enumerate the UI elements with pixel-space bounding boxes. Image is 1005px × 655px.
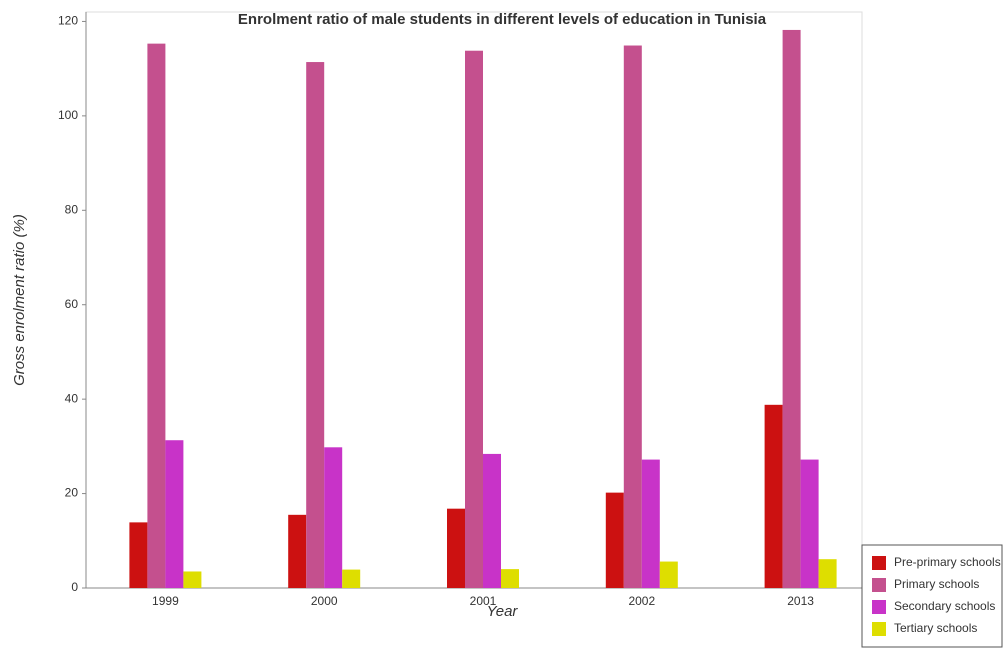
bar <box>447 508 465 588</box>
legend-swatch <box>872 622 886 636</box>
bar <box>183 571 202 588</box>
y-tick-label: 0 <box>71 580 78 594</box>
legend-label: Tertiary schools <box>894 621 977 635</box>
bar <box>306 62 325 589</box>
bar <box>659 561 678 588</box>
y-tick-label: 60 <box>65 297 79 311</box>
bar <box>165 440 184 588</box>
bar <box>288 514 307 588</box>
y-tick-label: 120 <box>58 14 78 28</box>
bar <box>641 459 660 588</box>
legend-swatch <box>872 556 886 570</box>
legend-label: Primary schools <box>894 577 979 591</box>
x-tick-label: 1999 <box>152 594 179 608</box>
x-tick-label: 2002 <box>628 594 655 608</box>
bar <box>782 29 801 589</box>
bar <box>501 569 519 588</box>
y-tick-label: 20 <box>65 486 79 500</box>
x-tick-label: 2001 <box>470 594 497 608</box>
bar <box>818 559 837 588</box>
y-axis-label: Gross enrolment ratio (%) <box>11 214 28 386</box>
y-tick-label: 40 <box>65 391 79 405</box>
chart-title: Enrolment ratio of male students in diff… <box>238 11 767 28</box>
x-axis-label: Year <box>487 603 519 620</box>
bar <box>764 404 783 588</box>
bar <box>465 50 483 589</box>
y-tick-label: 80 <box>65 202 79 216</box>
bar <box>605 492 624 588</box>
bar <box>147 43 166 588</box>
bar <box>129 522 148 588</box>
legend-swatch <box>872 578 886 592</box>
legend-label: Pre-primary schools <box>894 555 1001 569</box>
x-tick-label: 2000 <box>311 594 338 608</box>
legend-swatch <box>872 600 886 614</box>
bar <box>342 569 361 588</box>
legend-label: Secondary schools <box>894 599 995 613</box>
x-tick-label: 2013 <box>787 594 814 608</box>
bar <box>483 453 501 588</box>
bar <box>800 459 819 588</box>
bar <box>324 447 343 588</box>
y-tick-label: 100 <box>58 108 78 122</box>
bar <box>623 45 642 589</box>
